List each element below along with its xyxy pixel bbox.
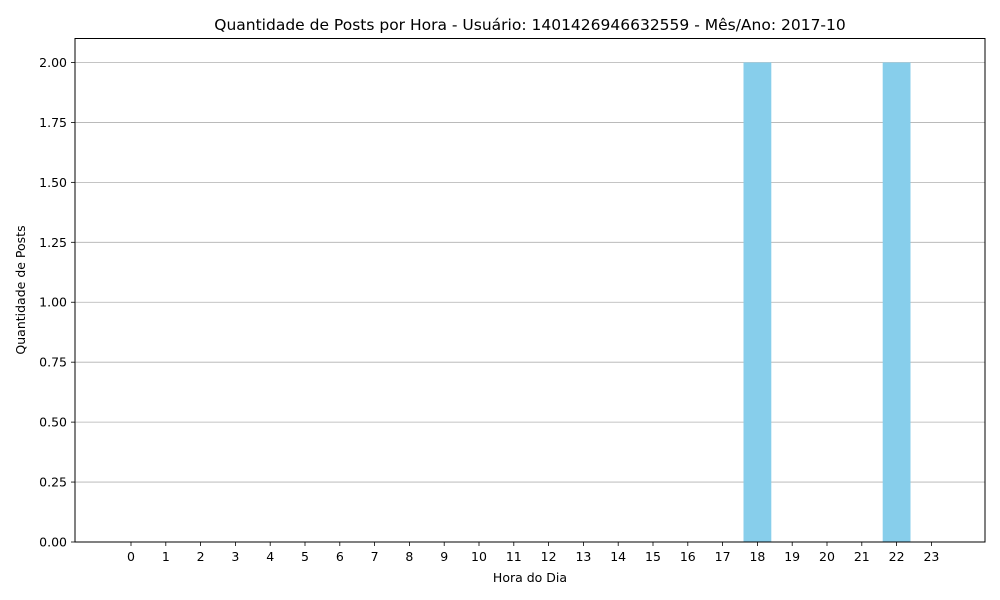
x-tick-label: 12 <box>541 549 557 564</box>
x-tick-label: 8 <box>405 549 413 564</box>
x-tick-label: 23 <box>923 549 939 564</box>
y-tick-label: 1.75 <box>39 115 67 130</box>
x-tick-label: 22 <box>889 549 905 564</box>
x-tick-label: 10 <box>471 549 487 564</box>
x-tick-label: 16 <box>680 549 696 564</box>
x-tick-label: 17 <box>715 549 731 564</box>
x-tick-label: 6 <box>336 549 344 564</box>
bars <box>743 62 911 542</box>
x-tick-label: 9 <box>440 549 448 564</box>
x-tick-label: 7 <box>371 549 379 564</box>
y-tick-label: 0.50 <box>39 415 67 430</box>
y-tick-label: 2.00 <box>39 55 67 70</box>
y-tick-label: 0.00 <box>39 535 67 550</box>
x-tick-label: 19 <box>784 549 800 564</box>
x-tick-label: 0 <box>127 549 135 564</box>
x-tick-label: 4 <box>266 549 274 564</box>
bar-hour-22 <box>882 62 911 542</box>
y-tick-label: 1.00 <box>39 295 67 310</box>
grid-lines <box>75 62 985 543</box>
y-tick-label: 1.25 <box>39 235 67 250</box>
y-tick-label: 1.50 <box>39 175 67 190</box>
x-tick-label: 13 <box>575 549 591 564</box>
plot-frame <box>74 38 986 543</box>
y-axis-title: Quantidade de Posts <box>13 225 28 354</box>
x-tick-label: 3 <box>231 549 239 564</box>
x-tick-label: 2 <box>197 549 205 564</box>
bar-hour-18 <box>743 62 772 542</box>
x-tick-label: 5 <box>301 549 309 564</box>
x-axis-ticks: 0 1 2 3 4 5 6 7 8 9 10 11 12 13 14 15 16 17 18 19 20 21 22 23 <box>127 542 939 564</box>
x-tick-label: 21 <box>854 549 870 564</box>
chart-title: Quantidade de Posts por Hora - Usuário: … <box>214 16 846 34</box>
x-tick-label: 14 <box>610 549 626 564</box>
y-tick-label: 0.75 <box>39 355 67 370</box>
x-tick-label: 11 <box>506 549 522 564</box>
y-tick-label: 0.25 <box>39 475 67 490</box>
y-axis-ticks: 0.00 0.25 0.50 0.75 1.00 1.25 1.50 1.75 2.00 <box>39 55 75 550</box>
x-tick-label: 1 <box>162 549 170 564</box>
x-tick-label: 20 <box>819 549 835 564</box>
x-tick-label: 15 <box>645 549 661 564</box>
x-tick-label: 18 <box>749 549 765 564</box>
x-axis-title: Hora do Dia <box>493 570 567 585</box>
